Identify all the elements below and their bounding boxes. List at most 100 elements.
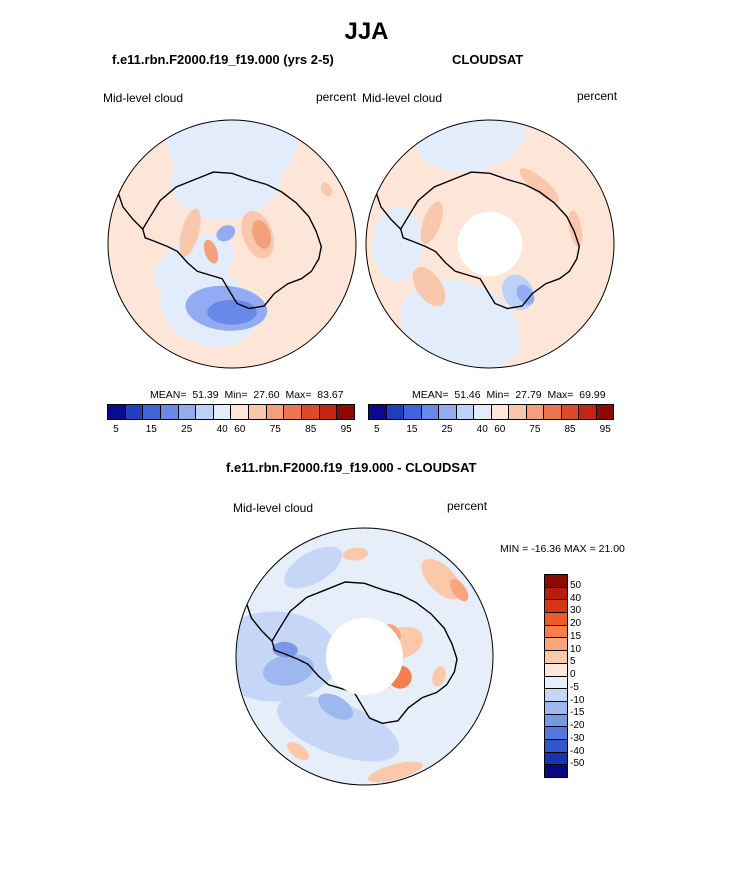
colorbar-box-0 — [545, 575, 567, 588]
model-mean-label: MEAN= — [150, 389, 187, 401]
map-boundary — [365, 119, 615, 369]
diff-colorbar — [544, 574, 568, 778]
colorbar-box-6 — [474, 405, 492, 419]
colorbar-tick-label: -5 — [570, 681, 579, 693]
model-polar-map — [107, 119, 357, 369]
field-patch-1 — [170, 132, 282, 220]
colorbar-tick-label: 5 — [113, 424, 119, 435]
colorbar-tick-label: 40 — [570, 592, 582, 604]
coastline — [271, 581, 458, 725]
peninsula-coastline — [117, 191, 144, 230]
colorbar-tick-label: 5 — [570, 656, 576, 668]
diff-minmax-text: MIN = -16.36 MAX = 21.00 — [500, 543, 625, 555]
model-mean-value: 51.39 — [192, 389, 219, 401]
colorbar-box-3 — [160, 405, 179, 419]
model-variable-label: Mid-level cloud — [103, 91, 184, 105]
field-patch-6 — [519, 168, 560, 203]
colorbar-box-3 — [545, 613, 567, 626]
field-patch-5 — [284, 546, 342, 589]
field-patch-10 — [216, 225, 236, 242]
obs-colorbar-ticks: 5 15 25 40 60 75 85 95 — [368, 424, 614, 438]
colorbar-box-5 — [456, 405, 474, 419]
obs-min-value: 27.79 — [515, 389, 542, 401]
colorbar-box-12 — [545, 727, 567, 740]
field-patch-0 — [236, 611, 339, 702]
missing-data-hole — [457, 211, 523, 277]
obs-colorbar — [368, 404, 614, 420]
diff-variable-label: Mid-level cloud — [233, 501, 314, 515]
colorbar-tick-label: 85 — [305, 424, 317, 435]
colorbar-box-2 — [404, 405, 422, 419]
colorbar-tick-label: 75 — [529, 424, 541, 435]
colorbar-tick-label: 25 — [181, 424, 193, 435]
obs-panel-title: CLOUDSAT — [452, 52, 524, 67]
colorbar-box-10 — [545, 701, 567, 715]
diff-units-label: percent — [447, 499, 488, 513]
missing-data-hole — [325, 617, 404, 696]
colorbar-box-10 — [544, 405, 562, 419]
coastline — [141, 171, 323, 310]
colorbar-box-1 — [125, 405, 144, 419]
colorbar-tick-label: 75 — [269, 424, 281, 435]
obs-min-label: Min= — [486, 389, 510, 401]
obs-max-label: Max= — [547, 389, 574, 401]
colorbar-tick-label: 40 — [476, 424, 488, 435]
peninsula-coastline — [375, 191, 402, 230]
colorbar-box-13 — [596, 405, 613, 419]
colorbar-box-5 — [545, 638, 567, 652]
colorbar-box-7 — [231, 405, 250, 419]
colorbar-tick-label: 95 — [340, 424, 352, 435]
page-title: JJA — [344, 18, 389, 45]
diff-panel-title: f.e11.rbn.F2000.f19_f19.000 - CLOUDSAT — [226, 460, 477, 475]
colorbar-box-8 — [545, 676, 567, 690]
colorbar-box-4 — [545, 625, 567, 639]
colorbar-tick-label: 60 — [234, 424, 246, 435]
field-patch-7 — [568, 210, 583, 248]
colorbar-box-13 — [337, 405, 354, 419]
field-patch-1 — [277, 696, 400, 762]
colorbar-box-9 — [545, 689, 567, 702]
field-patch-2 — [263, 654, 315, 686]
map-boundary — [235, 527, 494, 786]
model-min-label: Min= — [224, 389, 248, 401]
field-patch-3 — [318, 693, 354, 720]
colorbar-tick-label: 15 — [145, 424, 157, 435]
colorbar-tick-label: 40 — [216, 424, 228, 435]
model-max-value: 83.67 — [317, 389, 344, 401]
colorbar-box-15 — [545, 765, 567, 777]
colorbar-box-1 — [386, 405, 404, 419]
field-patch-8 — [179, 208, 201, 257]
colorbar-tick-label: -40 — [570, 745, 585, 757]
colorbar-tick-label: 50 — [570, 579, 582, 591]
colorbar-box-9 — [266, 405, 285, 419]
diff-polar-map — [235, 527, 494, 786]
colorbar-tick-label: -30 — [570, 732, 585, 744]
colorbar-box-4 — [439, 405, 457, 419]
field-patch-12 — [287, 742, 310, 761]
model-colorbar-ticks: 5 15 25 40 60 75 85 95 — [107, 424, 355, 438]
obs-variable-label: Mid-level cloud — [362, 91, 443, 105]
colorbar-box-14 — [545, 752, 567, 766]
colorbar-tick-label: 15 — [570, 630, 582, 642]
field-patch-7 — [252, 220, 271, 249]
map-boundary — [107, 119, 357, 369]
colorbar-box-13 — [545, 739, 567, 753]
colorbar-box-7 — [491, 405, 509, 419]
field-patch-9 — [203, 239, 219, 264]
obs-stats: MEAN= 51.46 Min= 27.79 Max= 69.99 — [412, 389, 606, 401]
colorbar-tick-label: -15 — [570, 707, 585, 719]
colorbar-box-5 — [196, 405, 214, 419]
colorbar-tick-label: 60 — [494, 424, 506, 435]
colorbar-tick-label: 15 — [406, 424, 418, 435]
colorbar-tick-label: 20 — [570, 618, 582, 629]
colorbar-box-11 — [561, 405, 579, 419]
colorbar-box-11 — [302, 405, 320, 419]
colorbar-tick-label: -20 — [570, 720, 585, 731]
colorbar-box-7 — [545, 663, 567, 677]
colorbar-tick-label: 25 — [441, 424, 453, 435]
colorbar-box-12 — [579, 405, 597, 419]
colorbar-box-2 — [545, 600, 567, 614]
field-patch-4 — [516, 284, 535, 305]
field-patch-5 — [420, 201, 443, 244]
colorbar-box-11 — [545, 714, 567, 728]
